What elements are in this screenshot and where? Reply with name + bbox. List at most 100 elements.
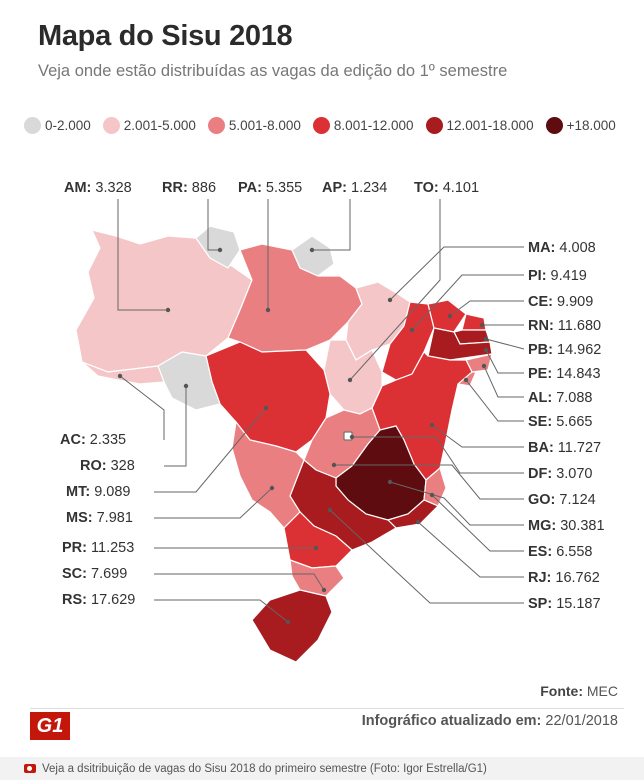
legend-label: +18.000 [566, 117, 616, 133]
page-title: Mapa do Sisu 2018 [38, 20, 293, 52]
legend: 0-2.000 2.001-5.000 5.001-8.000 8.001-12… [24, 114, 616, 136]
leader-line-es [431, 494, 524, 552]
leader-line-rr [207, 199, 220, 251]
source-note: Fonte: MEC [540, 683, 618, 699]
state-code: RO: [80, 458, 107, 474]
state-code: PE: [528, 366, 552, 382]
state-ma [345, 281, 411, 361]
state-label-df: DF: 3.070 [528, 466, 593, 482]
leader-line-se [465, 379, 524, 422]
state-label-al: AL: 7.088 [528, 390, 593, 406]
state-label-mt: MT: 9.089 [66, 484, 131, 500]
state-value: 9.419 [547, 268, 587, 284]
legend-item: +18.000 [545, 116, 616, 134]
state-value: 2.335 [86, 432, 126, 448]
leader-dot-mt [263, 405, 269, 411]
photo-caption: Veja a dsitribuição de vagas do Sisu 201… [0, 757, 644, 780]
leader-line-ac [119, 375, 165, 440]
updated-note: Infográfico atualizado em: 22/01/2018 [362, 713, 618, 729]
leader-line-ap [312, 199, 351, 251]
state-value: 4.101 [439, 180, 479, 196]
legend-label: 0-2.000 [45, 117, 91, 133]
state-value: 14.962 [553, 342, 601, 358]
leader-line-al [483, 365, 524, 398]
legend-item: 0-2.000 [24, 116, 91, 134]
leader-line-ba [431, 424, 524, 448]
state-code: AM: [64, 180, 91, 196]
g1-logo: G1 [30, 712, 70, 740]
state-label-go: GO: 7.124 [528, 492, 596, 508]
leader-dot-ac [117, 373, 123, 379]
legend-item: 5.001-8.000 [207, 116, 301, 134]
state-code: RS: [62, 592, 87, 608]
leader-dot-rs [285, 619, 291, 625]
legend-item: 12.001-18.000 [425, 116, 534, 134]
leader-line-mt [154, 407, 267, 493]
source-value: MEC [586, 683, 618, 699]
state-label-am: AM: 3.328 [64, 180, 132, 196]
leader-dot-sc [321, 587, 327, 593]
leader-dot-pr [313, 545, 319, 551]
leader-line-ma [389, 246, 524, 301]
legend-label: 5.001-8.000 [228, 117, 301, 133]
state-value: 7.088 [552, 390, 592, 406]
state-label-rj: RJ: 16.762 [528, 570, 600, 586]
state-value: 7.699 [87, 566, 127, 582]
state-label-ms: MS: 7.981 [66, 510, 133, 526]
leader-dot-se [463, 377, 469, 383]
leader-line-ro [164, 386, 187, 467]
state-mt [205, 341, 331, 453]
state-code: RR: [162, 180, 188, 196]
state-value: 6.558 [552, 544, 592, 560]
state-code: PI: [528, 268, 547, 284]
state-label-ce: CE: 9.909 [528, 294, 593, 310]
leader-dot-go [331, 462, 337, 468]
state-code: RJ: [528, 570, 551, 586]
state-code: RN: [528, 318, 554, 334]
state-code: PB: [528, 342, 553, 358]
state-label-pa: PA: 5.355 [238, 180, 302, 196]
legend-swatch [102, 116, 120, 134]
state-value: 7.124 [555, 492, 595, 508]
legend-swatch [425, 116, 443, 134]
state-value: 17.629 [87, 592, 135, 608]
leader-dot-rn [479, 322, 485, 328]
state-ro [157, 351, 221, 411]
state-label-rn: RN: 11.680 [528, 318, 601, 334]
legend-item: 8.001-12.000 [312, 116, 414, 134]
state-value: 11.727 [554, 440, 601, 456]
state-code: AP: [322, 180, 347, 196]
state-code: PA: [238, 180, 262, 196]
state-value: 5.355 [262, 180, 302, 196]
leader-dot-ce [447, 313, 453, 319]
leader-dot-to [347, 377, 353, 383]
state-label-ap: AP: 1.234 [322, 180, 387, 196]
state-value: 5.665 [552, 414, 592, 430]
page-subtitle: Veja onde estão distribuídas as vagas da… [38, 62, 508, 80]
state-code: ES: [528, 544, 552, 560]
leader-dot-pi [409, 327, 415, 333]
state-value: 16.762 [551, 570, 599, 586]
state-pa [227, 243, 363, 353]
state-label-ma: MA: 4.008 [528, 240, 596, 256]
leader-dot-rj [415, 519, 421, 525]
state-am [75, 229, 253, 373]
legend-label: 2.001-5.000 [123, 117, 196, 133]
leader-dot-sp [327, 507, 333, 513]
leader-line-ce [449, 300, 524, 317]
leader-line-to [349, 199, 441, 381]
state-code: SE: [528, 414, 552, 430]
leader-dot-ap [309, 247, 315, 253]
state-code: DF: [528, 466, 552, 482]
leader-dot-al [481, 363, 487, 369]
leader-line-df [352, 436, 524, 474]
state-label-pr: PR: 11.253 [62, 540, 134, 556]
leader-line-pi [411, 274, 524, 331]
caption-text: Veja a dsitribuição de vagas do Sisu 201… [42, 762, 487, 775]
state-value: 11.253 [87, 540, 134, 556]
leader-dot-rr [217, 247, 223, 253]
state-code: BA: [528, 440, 554, 456]
state-ac [81, 361, 165, 385]
state-label-mg: MG: 30.381 [528, 518, 605, 534]
